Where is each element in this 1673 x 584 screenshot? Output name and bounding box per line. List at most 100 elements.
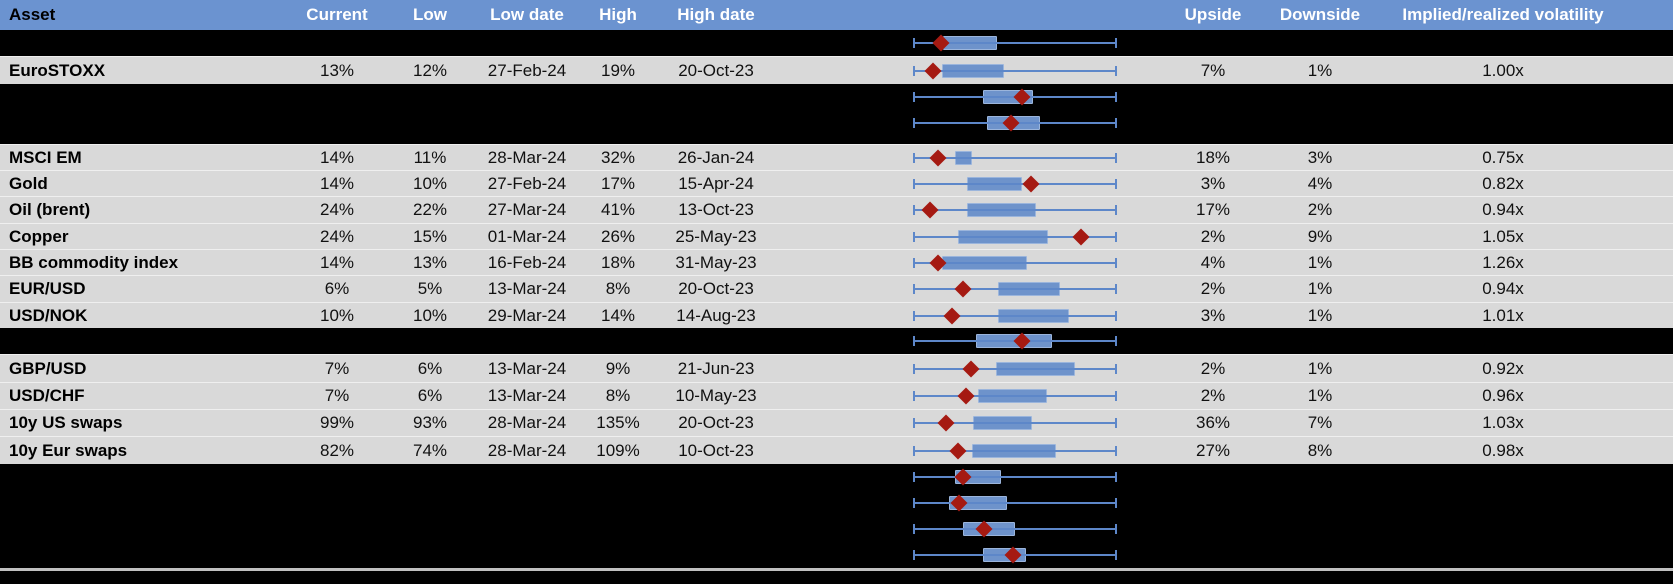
current-value: 14%: [319, 173, 355, 193]
col-header-low-date: Low date: [490, 5, 564, 24]
col-header-asset: Asset: [9, 5, 56, 24]
low-value: 15%: [412, 226, 448, 246]
implied-realized-vol: 1.03x: [1482, 413, 1524, 432]
downside-value: 1%: [1307, 60, 1333, 80]
high-value: 9%: [605, 358, 631, 378]
current-marker-diamond-icon: [937, 414, 955, 432]
asset-name: USD/NOK: [9, 305, 88, 325]
current-marker-diamond-icon: [957, 387, 975, 405]
downside-value: 8%: [1307, 440, 1333, 460]
low-value: 22%: [412, 200, 448, 219]
whisker-left-cap: [913, 550, 915, 560]
low-value: 10%: [412, 173, 448, 193]
whisker-left-cap: [913, 231, 915, 242]
col-header-high: High: [599, 5, 637, 24]
high-date: 15-Apr-24: [678, 173, 754, 193]
high-value: 18%: [600, 252, 636, 272]
range-boxplot: [913, 224, 1117, 249]
hidden-row: [0, 110, 1673, 136]
spacer-row: [0, 136, 1673, 144]
implied-realized-vol: 0.92x: [1482, 358, 1524, 378]
col-header-downside: Downside: [1279, 5, 1361, 24]
asset-row: 10y US swaps 99% 93% 28-Mar-24 135% 20-Oct-23…: [0, 409, 1673, 436]
low-value: 13%: [412, 252, 448, 272]
asset-row: Oil (brent) 24% 22% 27-Mar-24 41% 13-Oct-23 17…: [0, 196, 1673, 223]
low-value: 6%: [417, 386, 443, 405]
high-date: 21-Jun-23: [677, 358, 755, 378]
range-boxplot: [913, 145, 1117, 170]
asset-name: Copper: [9, 226, 69, 246]
table-header-row: Asset Current Low Low date High High dat…: [0, 0, 1673, 30]
whisker-left-cap: [913, 205, 915, 215]
col-header-implied-realized-volatility: Implied/realized volatility: [1402, 5, 1604, 24]
asset-name: 10y US swaps: [9, 413, 123, 432]
high-value: 8%: [605, 279, 631, 298]
implied-realized-vol: 0.82x: [1482, 173, 1524, 193]
high-value: 26%: [600, 226, 636, 246]
whisker-right-cap: [1115, 391, 1117, 401]
hidden-row: [0, 464, 1673, 490]
whisker-right-cap: [1115, 445, 1117, 456]
current-marker-diamond-icon: [929, 149, 947, 166]
range-boxplot: [913, 171, 1117, 196]
upside-value: 2%: [1200, 386, 1226, 405]
whisker-left-cap: [913, 92, 915, 102]
asset-row: 10y Eur swaps 82% 74% 28-Mar-24 109% 10-Oct-2…: [0, 436, 1673, 464]
implied-realized-vol: 0.98x: [1482, 440, 1524, 460]
current-value: 99%: [319, 413, 355, 432]
current-value: 7%: [324, 358, 350, 378]
whisker-left-cap: [913, 418, 915, 428]
whisker-right-cap: [1115, 336, 1117, 346]
low-value: 11%: [413, 147, 447, 167]
range-boxplot: [913, 355, 1117, 382]
upside-value: 18%: [1195, 147, 1231, 167]
high-value: 32%: [600, 147, 636, 167]
range-boxplot: [913, 30, 1117, 56]
asset-row: EuroSTOXX 13% 12% 27-Feb-24 19% 20-Oct-23 7% 1%…: [0, 56, 1673, 84]
current-value: 7%: [324, 386, 350, 405]
low-date: 27-Mar-24: [487, 200, 567, 219]
whisker-line: [913, 156, 1117, 159]
current-marker-diamond-icon: [943, 307, 961, 324]
downside-value: 2%: [1307, 200, 1333, 219]
range-boxplot: [913, 328, 1117, 354]
current-value: 13%: [319, 60, 355, 80]
implied-realized-vol: 0.75x: [1482, 147, 1524, 167]
low-date: 28-Mar-24: [487, 440, 567, 460]
whisker-line: [913, 367, 1117, 370]
hidden-row: [0, 490, 1673, 516]
whisker-left-cap: [913, 472, 915, 482]
high-value: 135%: [596, 413, 640, 432]
low-value: 12%: [412, 60, 448, 80]
asset-row: MSCI EM 14% 11% 28-Mar-24 32% 26-Jan-24 18% 3% 0…: [0, 144, 1673, 170]
whisker-right-cap: [1115, 284, 1117, 294]
high-value: 14%: [600, 305, 636, 325]
asset-name: GBP/USD: [9, 358, 87, 378]
current-marker-diamond-icon: [921, 201, 939, 219]
low-date: 28-Mar-24: [487, 147, 567, 167]
downside-value: 4%: [1307, 173, 1333, 193]
whisker-right-cap: [1115, 118, 1117, 128]
whisker-left-cap: [913, 336, 915, 346]
downside-value: 1%: [1307, 305, 1333, 325]
range-boxplot: [913, 250, 1117, 275]
hidden-row: [0, 30, 1673, 56]
current-value: 14%: [319, 252, 355, 272]
low-value: 93%: [412, 413, 448, 432]
whisker-left-cap: [913, 284, 915, 294]
whisker-line: [913, 528, 1117, 530]
high-date: 25-May-23: [675, 226, 757, 246]
upside-value: 36%: [1195, 413, 1231, 432]
range-boxplot: [913, 110, 1117, 136]
high-value: 109%: [596, 440, 640, 460]
whisker-right-cap: [1115, 418, 1117, 428]
asset-row: EUR/USD 6% 5% 13-Mar-24 8% 20-Oct-23 2% 1% 0.94x: [0, 275, 1673, 302]
high-date: 10-May-23: [675, 386, 757, 405]
whisker-line: [913, 395, 1117, 397]
whisker-left-cap: [913, 363, 915, 374]
asset-name: Gold: [9, 173, 48, 193]
whisker-line: [913, 449, 1117, 452]
low-date: 28-Mar-24: [487, 413, 567, 432]
whisker-right-cap: [1115, 205, 1117, 215]
